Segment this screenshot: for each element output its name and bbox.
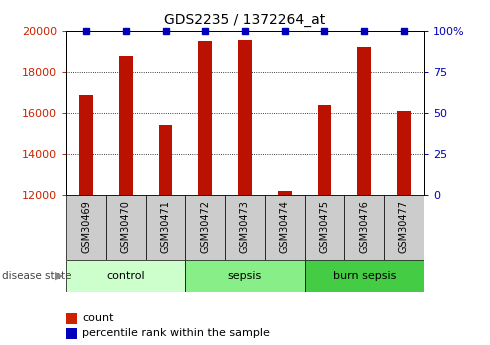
Bar: [185, 260, 305, 292]
Text: control: control: [106, 271, 145, 281]
Bar: [278, 191, 292, 345]
Text: ▶: ▶: [55, 271, 63, 281]
Text: count: count: [82, 313, 114, 323]
Bar: [305, 260, 424, 292]
Title: GDS2235 / 1372264_at: GDS2235 / 1372264_at: [164, 13, 326, 27]
Text: GSM30470: GSM30470: [121, 200, 131, 253]
Text: GSM30474: GSM30474: [280, 200, 290, 253]
Bar: [265, 195, 305, 260]
Bar: [146, 195, 185, 260]
Bar: [318, 105, 331, 345]
Text: GSM30472: GSM30472: [200, 200, 210, 253]
Bar: [357, 48, 371, 345]
Bar: [66, 260, 185, 292]
Bar: [106, 195, 146, 260]
Text: percentile rank within the sample: percentile rank within the sample: [82, 328, 270, 338]
Bar: [305, 195, 344, 260]
Bar: [79, 95, 93, 345]
Bar: [66, 195, 106, 260]
Text: GSM30471: GSM30471: [161, 200, 171, 253]
Text: GSM30469: GSM30469: [81, 200, 91, 253]
Text: GSM30477: GSM30477: [399, 200, 409, 253]
Text: GSM30473: GSM30473: [240, 200, 250, 253]
Bar: [397, 111, 411, 345]
Text: burn sepsis: burn sepsis: [333, 271, 396, 281]
Bar: [384, 195, 424, 260]
Text: GSM30475: GSM30475: [319, 200, 329, 253]
Bar: [159, 125, 172, 345]
Bar: [344, 195, 384, 260]
Bar: [185, 195, 225, 260]
Bar: [225, 195, 265, 260]
Bar: [66, 328, 77, 339]
Text: GSM30476: GSM30476: [359, 200, 369, 253]
Text: disease state: disease state: [2, 271, 72, 281]
Bar: [198, 41, 212, 345]
Bar: [238, 40, 252, 345]
Bar: [119, 56, 133, 345]
Bar: [66, 313, 77, 324]
Text: sepsis: sepsis: [228, 271, 262, 281]
